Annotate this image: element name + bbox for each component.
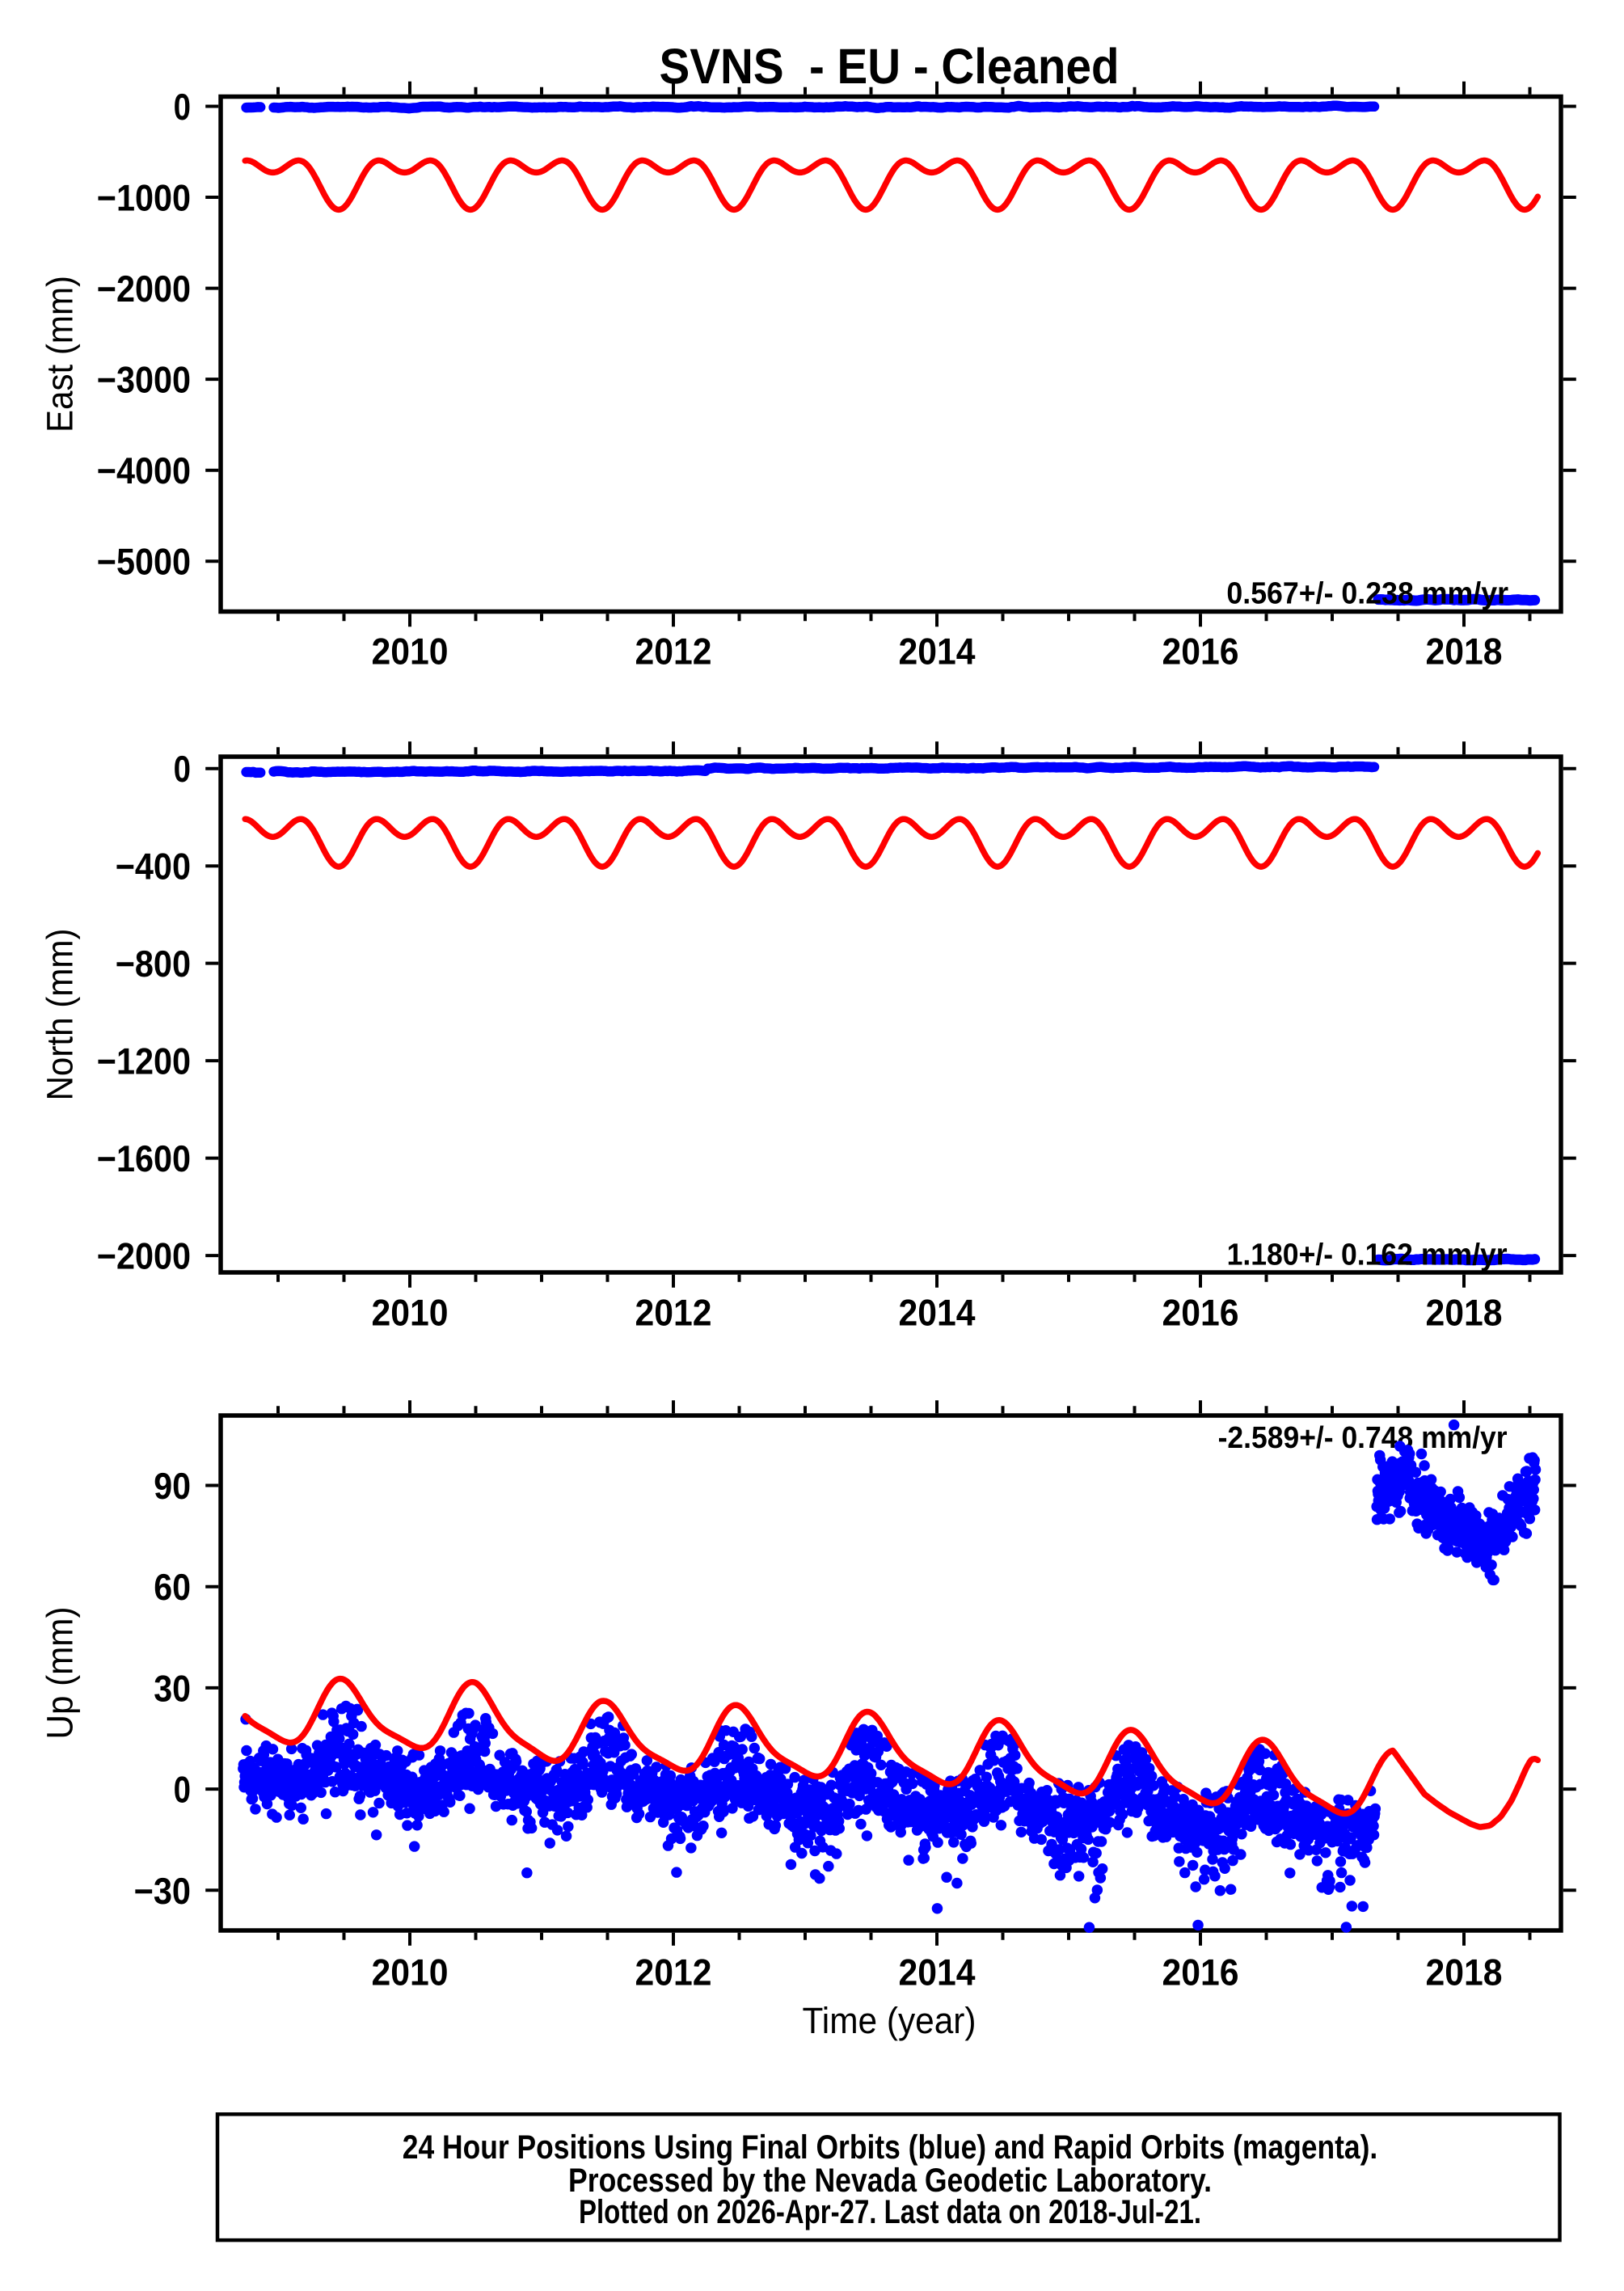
svg-text:24 Hour Positions Using Final: 24 Hour Positions Using Final Orbits (bl… <box>403 2128 1378 2166</box>
svg-text:Time (year): Time (year) <box>803 2000 977 2041</box>
svg-text:60: 60 <box>154 1566 191 1608</box>
svg-text:2016: 2016 <box>1162 1291 1239 1333</box>
svg-text:2012: 2012 <box>635 1291 712 1333</box>
svg-text:−1200: −1200 <box>97 1040 191 1082</box>
svg-text:-2.589+/- 0.748 mm/yr: -2.589+/- 0.748 mm/yr <box>1218 1421 1508 1455</box>
svg-text:2014: 2014 <box>899 1951 976 1994</box>
svg-text:−1000: −1000 <box>97 177 191 219</box>
svg-text:0.567+/- 0.238 mm/yr: 0.567+/- 0.238 mm/yr <box>1226 577 1508 611</box>
svg-text:2014: 2014 <box>899 631 976 673</box>
svg-text:SVNS - EU - Cleaned: SVNS - EU - Cleaned <box>660 39 1120 95</box>
svg-text:0: 0 <box>174 748 191 790</box>
svg-text:1.180+/- 0.162 mm/yr: 1.180+/- 0.162 mm/yr <box>1227 1238 1508 1272</box>
svg-text:Processed by the Nevada Geodet: Processed by the Nevada Geodetic Laborat… <box>568 2161 1212 2199</box>
svg-text:2014: 2014 <box>899 1291 976 1333</box>
svg-text:30: 30 <box>154 1667 191 1709</box>
svg-text:2012: 2012 <box>635 1951 712 1994</box>
svg-text:Plotted on 2026-Apr-27. Last d: Plotted on 2026-Apr-27. Last data on 201… <box>579 2192 1201 2230</box>
svg-text:−2000: −2000 <box>97 1235 191 1277</box>
svg-text:North (mm): North (mm) <box>40 929 81 1101</box>
svg-text:Up (mm): Up (mm) <box>40 1607 81 1740</box>
svg-text:2018: 2018 <box>1426 631 1503 673</box>
svg-text:0: 0 <box>174 86 191 128</box>
svg-text:2018: 2018 <box>1426 1951 1503 1994</box>
svg-text:90: 90 <box>154 1465 191 1507</box>
svg-text:2016: 2016 <box>1162 1951 1239 1994</box>
svg-text:−800: −800 <box>116 943 191 985</box>
svg-text:−3000: −3000 <box>97 359 191 401</box>
svg-text:−4000: −4000 <box>97 449 191 492</box>
svg-text:−30: −30 <box>134 1870 191 1912</box>
svg-text:2016: 2016 <box>1162 631 1239 673</box>
svg-text:2010: 2010 <box>372 1951 449 1994</box>
svg-text:−2000: −2000 <box>97 268 191 310</box>
svg-text:−1600: −1600 <box>97 1137 191 1179</box>
svg-text:−400: −400 <box>116 846 191 888</box>
svg-text:0: 0 <box>174 1769 191 1811</box>
svg-text:East (mm): East (mm) <box>40 276 81 432</box>
svg-text:2010: 2010 <box>372 1291 449 1333</box>
svg-text:2010: 2010 <box>372 631 449 673</box>
svg-text:2012: 2012 <box>635 631 712 673</box>
svg-text:2018: 2018 <box>1426 1291 1503 1333</box>
svg-text:−5000: −5000 <box>97 541 191 583</box>
